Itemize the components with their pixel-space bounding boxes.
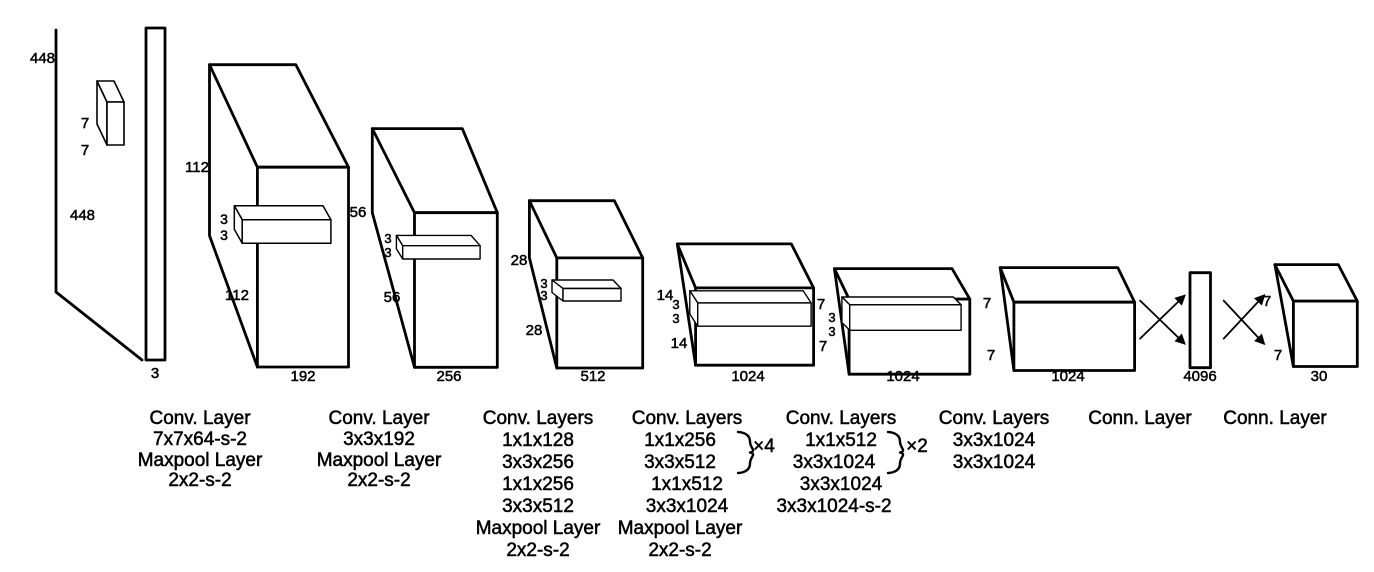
svg-text:7x7x64-s-2: 7x7x64-s-2 [153,429,247,450]
svg-text:1024: 1024 [731,368,764,385]
svg-text:×4: ×4 [753,436,775,457]
svg-text:Maxpool Layer: Maxpool Layer [618,518,743,539]
svg-text:3x3x1024: 3x3x1024 [646,496,729,517]
svg-text:Conv. Layers: Conv. Layers [786,408,897,429]
svg-text:1x1x128: 1x1x128 [502,430,574,451]
svg-text:2x2-s-2: 2x2-s-2 [648,540,711,561]
svg-text:448: 448 [30,50,55,67]
svg-text:3: 3 [672,311,679,326]
svg-text:3: 3 [220,211,228,227]
svg-text:7: 7 [81,142,89,159]
svg-text:448: 448 [70,207,95,224]
svg-text:256: 256 [436,368,461,385]
svg-text:Conn. Layer: Conn. Layer [1088,408,1192,429]
svg-text:192: 192 [290,368,315,385]
svg-text:112: 112 [185,159,209,176]
svg-text:3x3x1024: 3x3x1024 [953,452,1036,473]
svg-text:4096: 4096 [1183,368,1216,385]
svg-text:3: 3 [672,297,679,312]
svg-text:3x3x1024-s-2: 3x3x1024-s-2 [776,496,891,517]
svg-text:Conn. Layer: Conn. Layer [1223,408,1327,429]
svg-text:3: 3 [151,365,159,382]
svg-text:2x2-s-2: 2x2-s-2 [347,470,410,491]
svg-text:3: 3 [828,324,835,339]
svg-text:Conv. Layer: Conv. Layer [149,408,251,429]
svg-text:2x2-s-2: 2x2-s-2 [168,470,231,491]
svg-text:7: 7 [819,338,827,355]
svg-text:3x3x512: 3x3x512 [644,452,716,473]
svg-text:Conv. Layers: Conv. Layers [632,408,743,429]
svg-text:2x2-s-2: 2x2-s-2 [506,540,569,561]
svg-text:28: 28 [511,252,528,269]
svg-text:3: 3 [220,227,228,243]
svg-text:Conv. Layers: Conv. Layers [939,408,1050,429]
svg-text:Conv. Layer: Conv. Layer [328,408,430,429]
svg-text:×2: ×2 [906,436,928,457]
svg-text:3: 3 [828,310,835,325]
svg-text:Conv. Layers: Conv. Layers [483,408,594,429]
svg-text:56: 56 [350,204,367,221]
svg-text:3x3x512: 3x3x512 [502,496,574,517]
svg-text:1024: 1024 [886,368,919,385]
svg-text:Maxpool Layer: Maxpool Layer [138,450,263,471]
svg-text:7: 7 [987,347,995,364]
svg-text:1x1x512: 1x1x512 [805,430,877,451]
svg-text:14: 14 [671,335,688,352]
svg-text:3x3x1024: 3x3x1024 [793,452,876,473]
svg-text:3: 3 [384,245,391,260]
svg-text:1024: 1024 [1051,368,1084,385]
svg-text:7: 7 [817,296,825,313]
svg-text:56: 56 [384,289,401,306]
svg-text:7: 7 [81,115,89,132]
svg-text:30: 30 [1311,368,1328,385]
svg-text:3x3x256: 3x3x256 [502,452,574,473]
svg-text:3x3x1024: 3x3x1024 [953,430,1036,451]
svg-text:512: 512 [580,368,605,385]
svg-text:3: 3 [384,231,391,246]
svg-text:1x1x256: 1x1x256 [644,430,716,451]
svg-text:1x1x512: 1x1x512 [651,474,723,495]
svg-text:3x3x1024: 3x3x1024 [800,474,883,495]
svg-text:Maxpool Layer: Maxpool Layer [476,518,601,539]
svg-text:3: 3 [540,288,547,303]
svg-text:7: 7 [1274,347,1282,364]
svg-text:112: 112 [225,287,249,304]
svg-text:7: 7 [983,295,991,312]
svg-text:Maxpool Layer: Maxpool Layer [317,450,442,471]
svg-text:28: 28 [526,322,543,339]
svg-text:3x3x192: 3x3x192 [343,429,415,450]
svg-text:7: 7 [1263,293,1271,310]
svg-text:1x1x256: 1x1x256 [502,474,574,495]
svg-text:14: 14 [657,287,674,304]
